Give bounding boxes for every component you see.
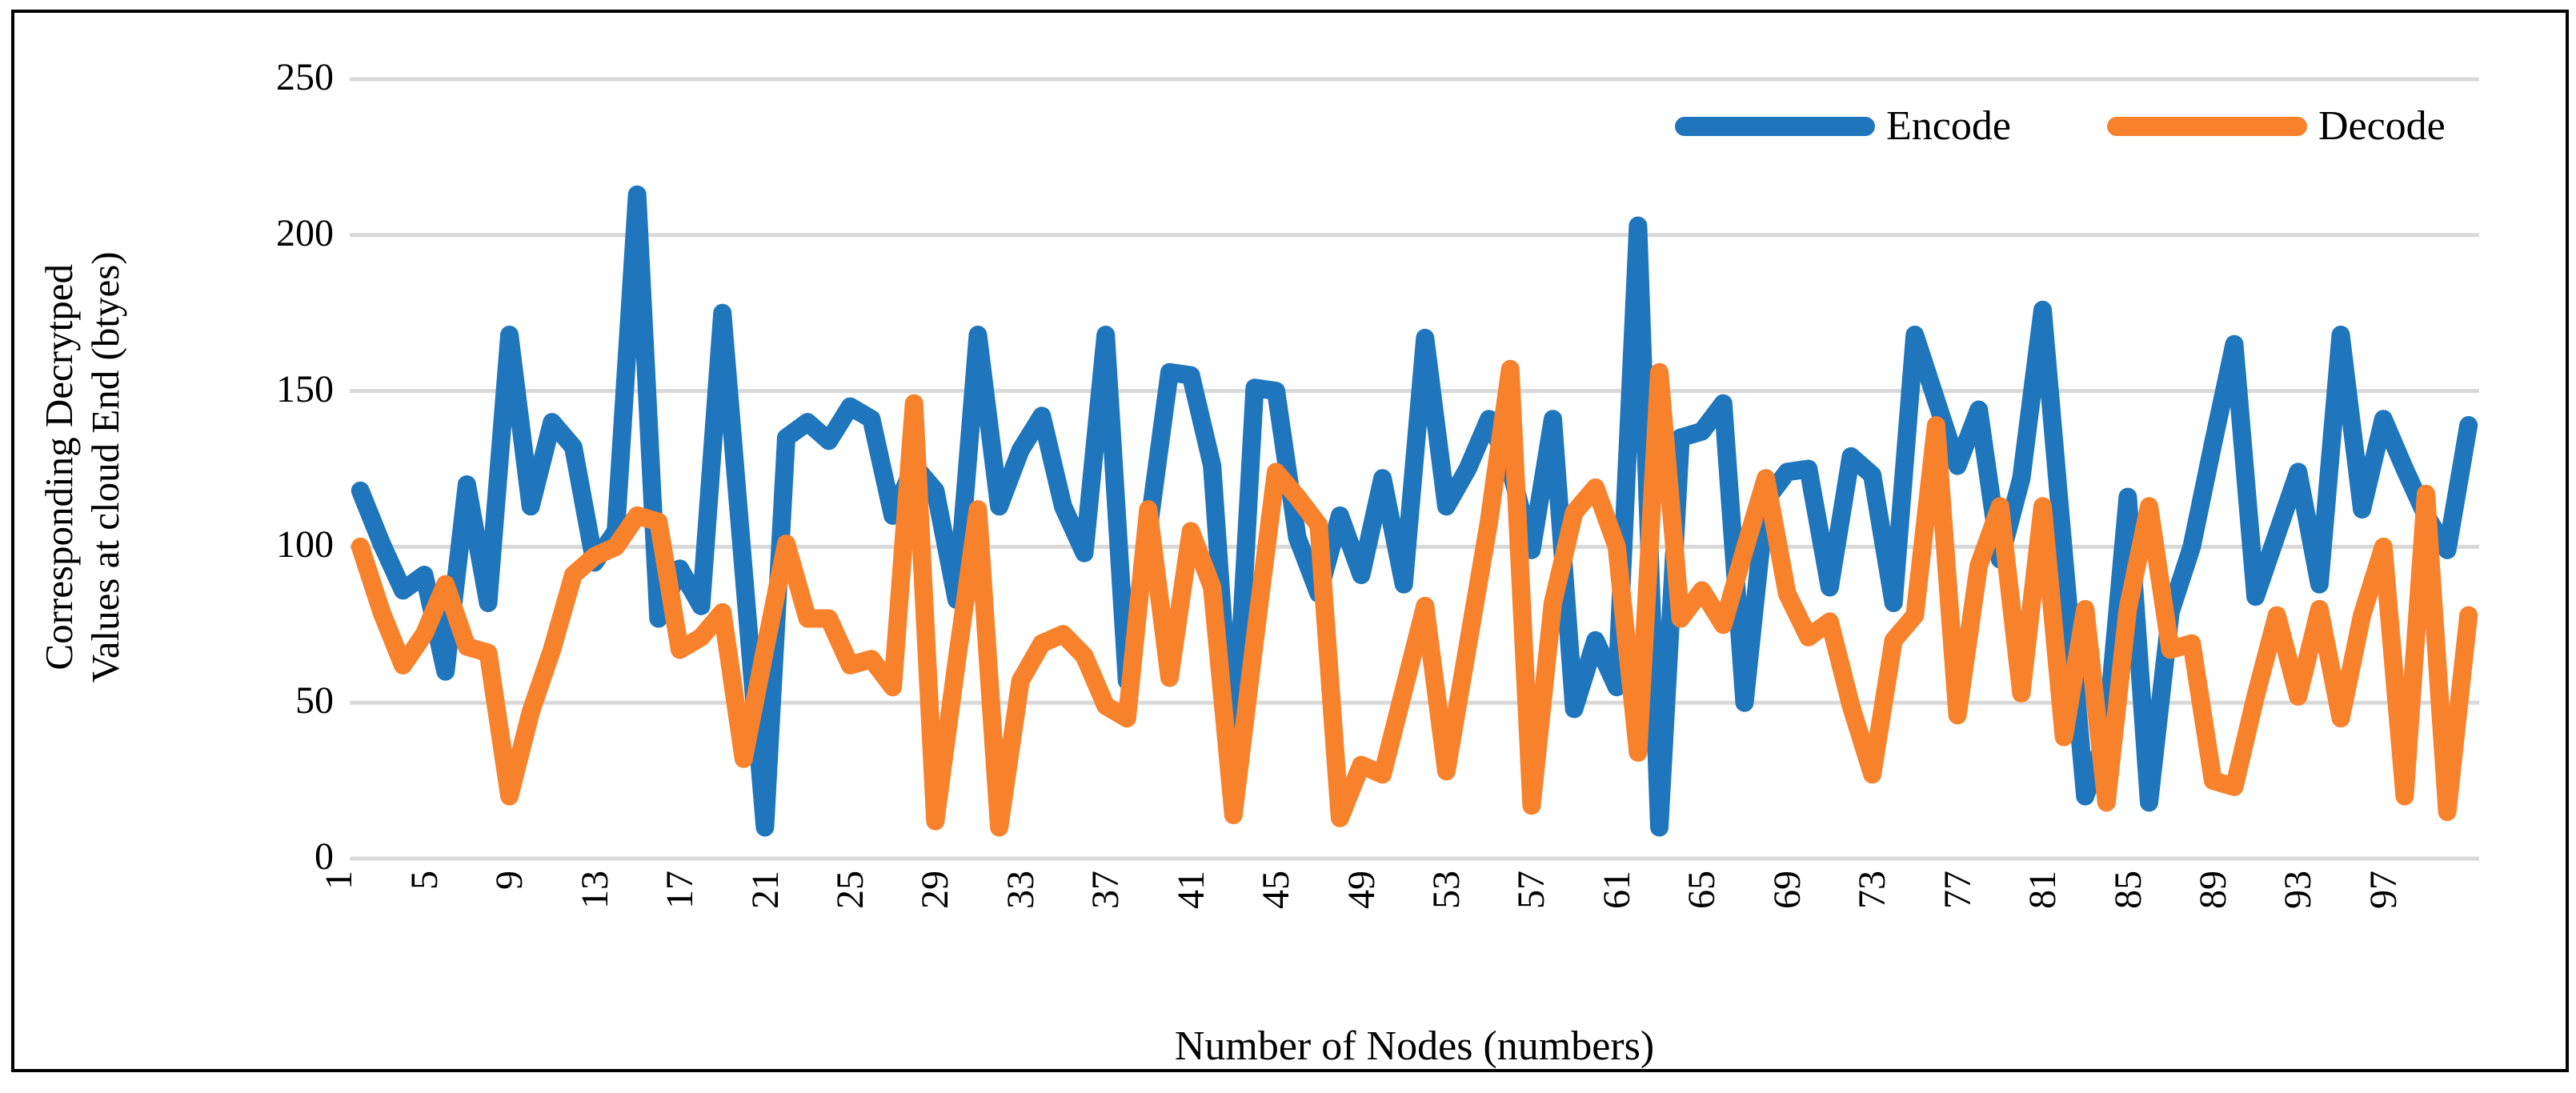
- x-tick-label: 45: [1255, 871, 1298, 909]
- x-tick-label: 21: [743, 871, 787, 909]
- x-tick-label: 81: [2021, 871, 2065, 909]
- y-tick-label: 50: [295, 679, 334, 723]
- y-tick-label: 0: [314, 835, 334, 878]
- legend-item-encode: Encode: [1675, 102, 2011, 150]
- legend-swatch-icon: [1675, 116, 1875, 136]
- x-tick-label: 73: [1851, 871, 1894, 909]
- x-tick-label: 65: [1681, 871, 1724, 909]
- y-axis-title-line: Corresponding Decrytped: [37, 264, 82, 671]
- x-tick-label: 9: [488, 871, 531, 890]
- legend-swatch-icon: [2106, 116, 2307, 136]
- x-tick-label: 13: [573, 871, 616, 909]
- x-tick-label: 49: [1340, 871, 1383, 909]
- x-tick-label: 77: [1936, 871, 1979, 909]
- legend-item-decode: Decode: [2106, 102, 2446, 150]
- legend: Encode Decode: [1675, 102, 2446, 150]
- x-tick-label: 33: [999, 871, 1042, 909]
- y-tick-label: 250: [276, 56, 334, 98]
- x-tick-label: 25: [828, 871, 871, 909]
- decode-series-line: [351, 359, 2478, 837]
- x-tick-label: 29: [914, 871, 957, 909]
- x-tick-label: 97: [2362, 871, 2405, 909]
- x-tick-label: 89: [2191, 871, 2234, 909]
- x-tick-label: 85: [2106, 871, 2149, 909]
- x-tick-label: 5: [403, 871, 446, 890]
- legend-label: Encode: [1886, 103, 2011, 149]
- x-tick-label: 61: [1595, 871, 1638, 909]
- x-axis-title: Number of Nodes (numbers): [1174, 1023, 1655, 1069]
- y-axis-title: Corresponding Decrytped Values at cloud E…: [36, 75, 129, 859]
- legend-label: Decode: [2318, 103, 2446, 149]
- x-tick-label: 41: [1169, 871, 1212, 909]
- x-tick-label: 93: [2277, 871, 2320, 909]
- y-axis-title-line: Values at cloud End (btyes): [83, 251, 127, 683]
- encode-series-line: [351, 185, 2478, 837]
- x-tick-label: 17: [659, 871, 702, 909]
- y-tick-label: 200: [276, 211, 334, 254]
- x-tick-label: 37: [1084, 871, 1128, 909]
- y-tick-label: 100: [276, 523, 334, 567]
- plot-area: [350, 77, 2479, 861]
- x-tick-label: 1: [318, 871, 361, 890]
- x-tick-label: 57: [1510, 871, 1553, 909]
- y-tick-label: 150: [276, 367, 334, 410]
- x-tick-label: 69: [1765, 871, 1809, 909]
- x-tick-label: 53: [1425, 871, 1468, 909]
- chart-figure: Corresponding Decrytped Values at cloud E…: [11, 10, 2569, 1072]
